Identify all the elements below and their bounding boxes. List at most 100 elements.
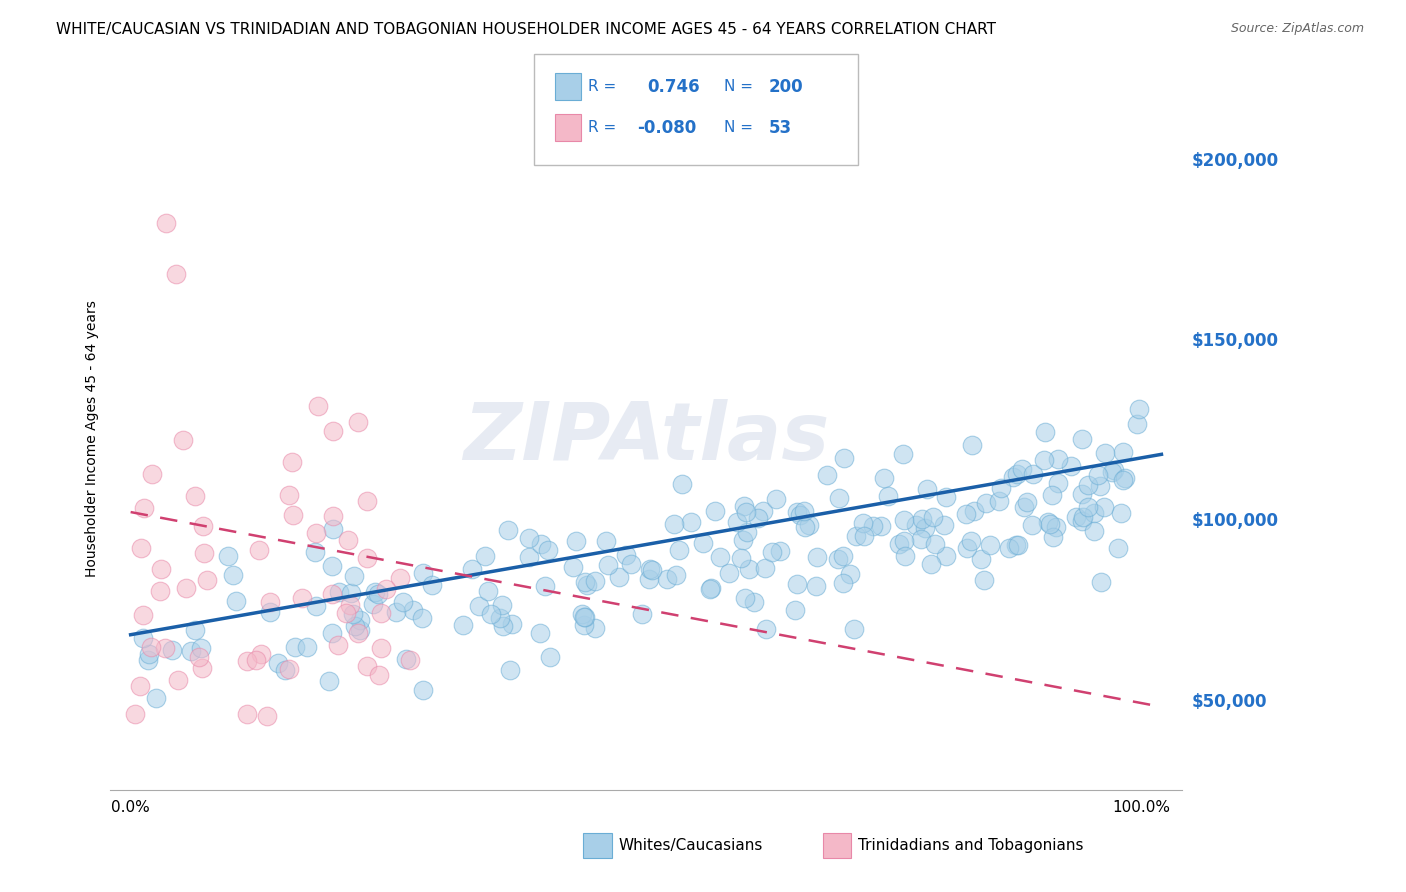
- Point: [132, 607, 155, 622]
- Point: [747, 511, 769, 525]
- Point: [692, 536, 714, 550]
- Point: [631, 607, 654, 621]
- Point: [832, 549, 855, 563]
- Point: [571, 607, 593, 621]
- Point: [304, 599, 326, 613]
- Point: [183, 623, 205, 637]
- Point: [700, 581, 723, 595]
- Point: [1128, 401, 1150, 416]
- Point: [1070, 432, 1092, 446]
- Point: [160, 642, 183, 657]
- Point: [730, 551, 752, 566]
- Point: [339, 599, 361, 613]
- Point: [583, 574, 606, 589]
- Point: [765, 491, 787, 506]
- Point: [665, 568, 688, 582]
- Point: [347, 415, 370, 429]
- Point: [955, 507, 977, 521]
- Point: [1021, 467, 1043, 482]
- Point: [1047, 476, 1070, 491]
- Point: [247, 542, 270, 557]
- Point: [342, 607, 364, 621]
- Point: [585, 621, 607, 635]
- Point: [852, 516, 875, 530]
- Point: [1071, 487, 1094, 501]
- Point: [735, 524, 758, 539]
- Point: [562, 559, 585, 574]
- Point: [962, 504, 984, 518]
- Point: [804, 579, 827, 593]
- Point: [461, 562, 484, 576]
- Point: [138, 648, 160, 662]
- Point: [141, 640, 163, 654]
- Point: [1083, 524, 1105, 538]
- Point: [1094, 500, 1116, 515]
- Point: [904, 518, 927, 533]
- Point: [783, 603, 806, 617]
- Point: [385, 605, 408, 619]
- Point: [838, 567, 860, 582]
- Point: [184, 489, 207, 503]
- Point: [935, 549, 957, 563]
- Point: [734, 505, 756, 519]
- Point: [752, 504, 775, 518]
- Point: [1090, 575, 1112, 590]
- Point: [1088, 479, 1111, 493]
- Point: [934, 517, 956, 532]
- Point: [174, 582, 197, 596]
- Point: [1126, 417, 1149, 431]
- Point: [755, 623, 778, 637]
- Point: [412, 566, 434, 580]
- Point: [277, 662, 299, 676]
- Point: [153, 640, 176, 655]
- Point: [914, 521, 936, 535]
- Point: [717, 566, 740, 581]
- Point: [322, 425, 344, 439]
- Point: [832, 451, 855, 466]
- Point: [343, 569, 366, 583]
- Point: [1087, 467, 1109, 482]
- Point: [1001, 469, 1024, 483]
- Point: [222, 567, 245, 582]
- Point: [1077, 478, 1099, 492]
- Y-axis label: Householder Income Ages 45 - 64 years: Householder Income Ages 45 - 64 years: [86, 300, 100, 576]
- Point: [124, 707, 146, 722]
- Point: [491, 598, 513, 612]
- Point: [990, 481, 1012, 495]
- Point: [641, 563, 664, 577]
- Point: [132, 500, 155, 515]
- Text: ZIPAtlas: ZIPAtlas: [463, 399, 830, 477]
- Point: [620, 557, 643, 571]
- Point: [891, 447, 914, 461]
- Point: [304, 545, 326, 559]
- Point: [278, 488, 301, 502]
- Point: [321, 587, 343, 601]
- Point: [499, 663, 522, 677]
- Point: [367, 587, 389, 601]
- Point: [733, 533, 755, 547]
- Point: [960, 438, 983, 452]
- Point: [1077, 500, 1099, 515]
- Point: [388, 571, 411, 585]
- Point: [1007, 538, 1029, 552]
- Point: [267, 656, 290, 670]
- Point: [1102, 463, 1125, 477]
- Point: [761, 545, 783, 559]
- Point: [877, 489, 900, 503]
- Point: [797, 517, 820, 532]
- Point: [709, 549, 731, 564]
- Point: [1114, 471, 1136, 485]
- Point: [180, 644, 202, 658]
- Point: [451, 617, 474, 632]
- Point: [1004, 538, 1026, 552]
- Point: [574, 609, 596, 624]
- Point: [893, 513, 915, 527]
- Point: [1032, 452, 1054, 467]
- Point: [217, 549, 239, 563]
- Point: [165, 267, 187, 281]
- Point: [295, 640, 318, 654]
- Point: [574, 574, 596, 589]
- Text: N =: N =: [724, 79, 754, 94]
- Point: [974, 495, 997, 509]
- Text: 53: 53: [769, 119, 792, 136]
